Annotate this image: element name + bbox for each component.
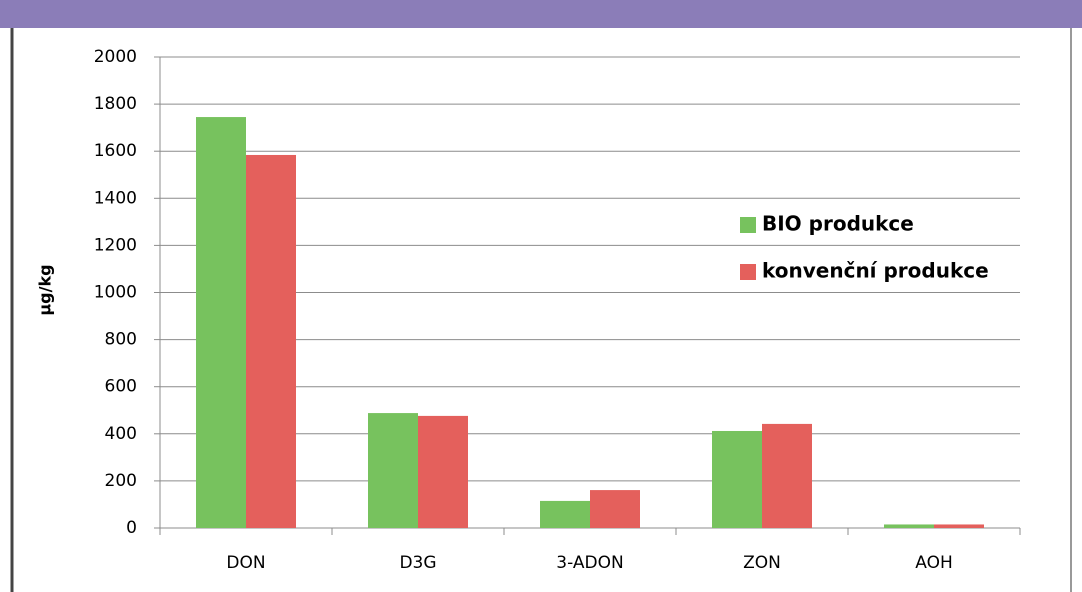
bar: [246, 154, 296, 528]
y-tick-label: 0: [126, 518, 137, 538]
y-tick-label: 400: [105, 424, 137, 444]
legend-swatch: [740, 264, 756, 280]
x-tick-label: D3G: [399, 553, 436, 573]
y-tick-label: 200: [105, 471, 137, 491]
y-tick-label: 2000: [94, 47, 137, 67]
x-tick-label: AOH: [915, 553, 953, 573]
y-tick-label: 1200: [94, 235, 137, 255]
y-tick-label: 1400: [94, 188, 137, 208]
bar: [712, 430, 762, 528]
y-tick-label: 600: [105, 377, 137, 397]
bar: [762, 423, 812, 528]
header-band: [0, 0, 1082, 28]
bar: [540, 500, 590, 528]
x-tick-label: 3-ADON: [556, 553, 623, 573]
legend-label: BIO produkce: [762, 212, 914, 236]
bar: [590, 490, 640, 528]
x-tick-label: ZON: [743, 553, 781, 573]
bar: [196, 117, 246, 529]
legend-swatch: [740, 217, 756, 233]
y-tick-label: 1000: [94, 283, 137, 303]
bar: [884, 524, 934, 528]
legend-label: konvenční produkce: [762, 259, 989, 283]
y-tick-label: 1800: [94, 94, 137, 114]
bar: [368, 413, 418, 528]
x-tick-label: DON: [226, 553, 265, 573]
bar: [934, 524, 984, 528]
y-axis-label: µg/kg: [36, 264, 55, 315]
bar: [418, 415, 468, 528]
y-tick-label: 800: [105, 330, 137, 350]
y-tick-label: 1600: [94, 141, 137, 161]
